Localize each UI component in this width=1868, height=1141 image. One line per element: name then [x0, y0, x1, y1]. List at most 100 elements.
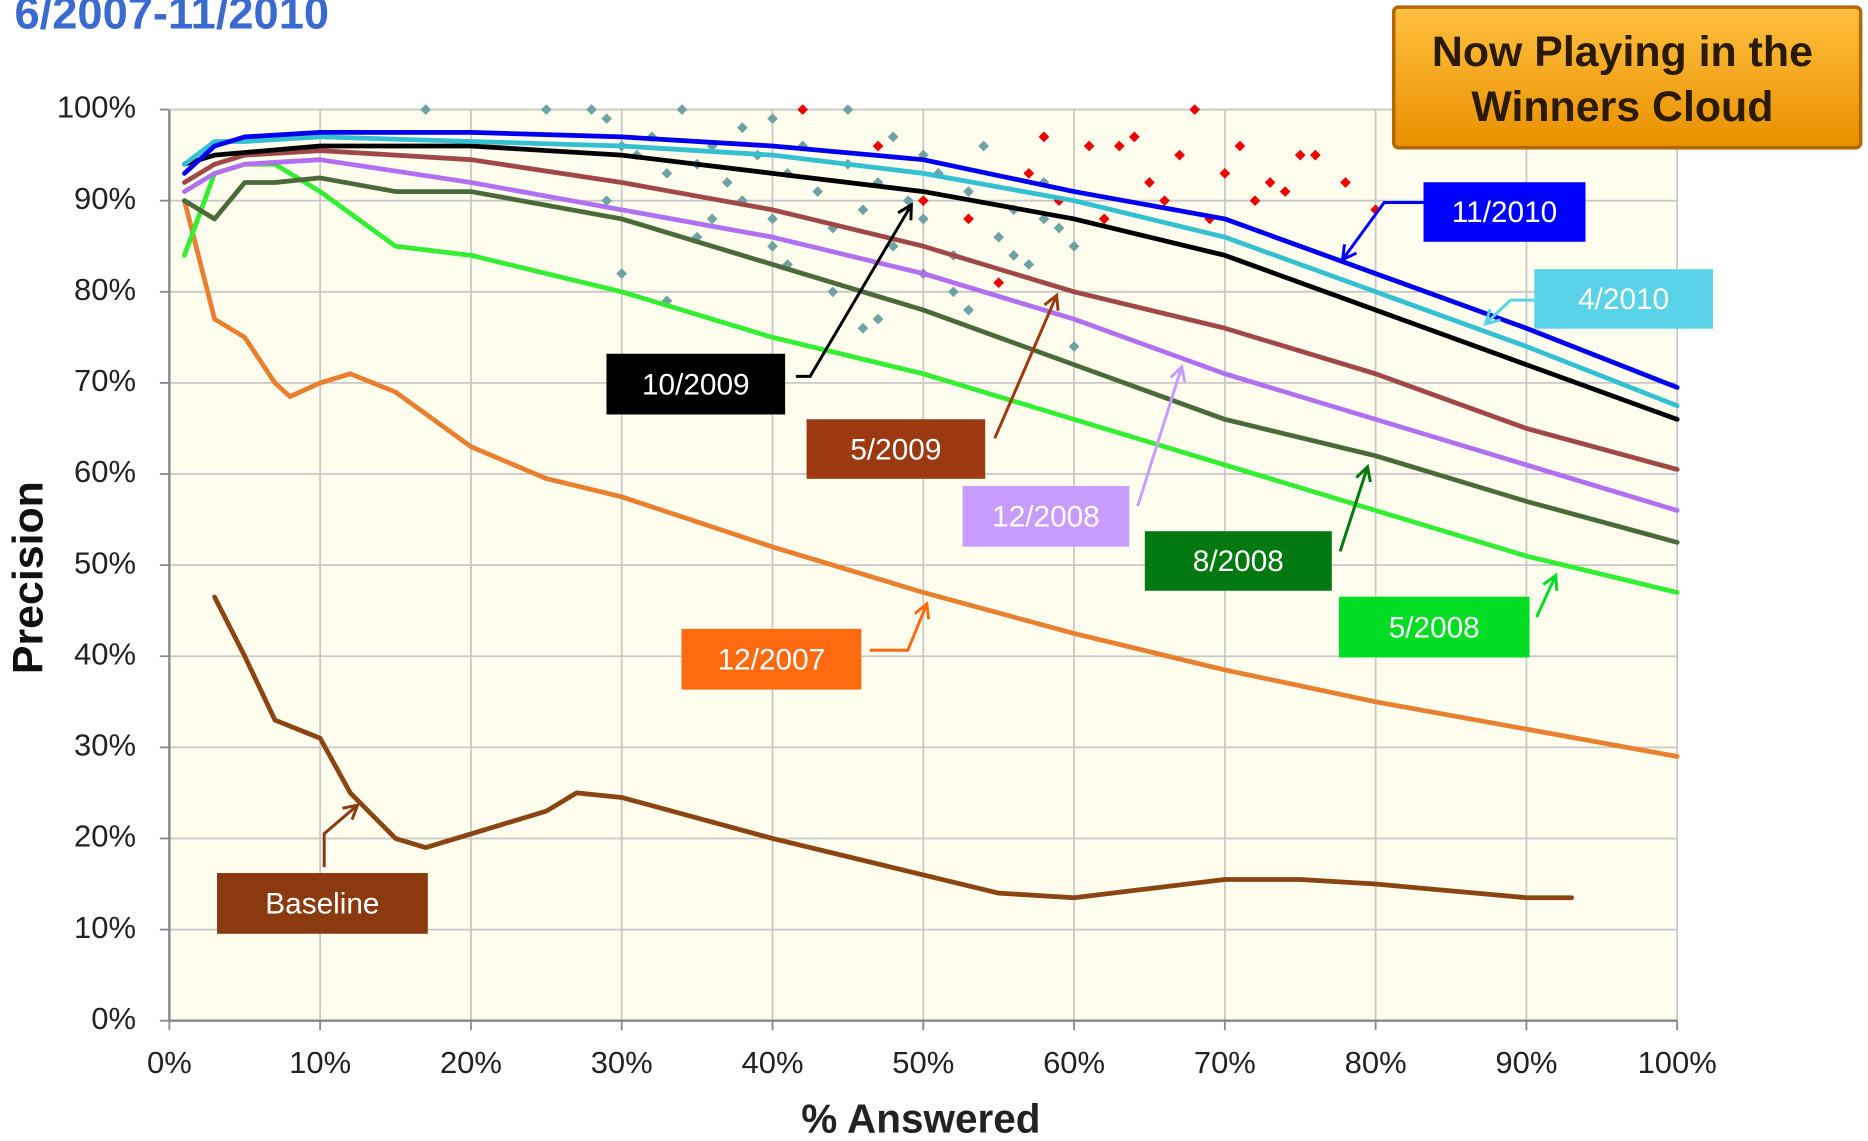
y-tick-label: 100% [57, 90, 136, 125]
series-line [182, 134, 1680, 409]
label-arrow-head [1542, 572, 1559, 591]
scatter-point [721, 177, 733, 188]
scatter-point [767, 240, 778, 252]
scatter-point [1144, 177, 1155, 188]
chart-title: 6/2007-11/2010 [15, 0, 330, 39]
badge-text: Winners Cloud [1471, 83, 1773, 131]
label-box [606, 353, 786, 415]
scatter-point [767, 113, 778, 125]
series-label: 12/2007 [718, 643, 826, 676]
label-arrow-head [1355, 463, 1372, 483]
badge-text: Now Playing in the [1432, 28, 1813, 76]
scatter-point [1340, 177, 1351, 188]
series-label: 5/2008 [1389, 611, 1480, 644]
label-arrow-head [1340, 244, 1358, 263]
x-tick-label: 70% [1194, 1045, 1256, 1080]
scatter-point [1234, 140, 1246, 152]
series-line [182, 148, 1680, 472]
y-tick-label: 20% [74, 819, 136, 854]
scatter-point [963, 213, 974, 225]
label-arrow-head [1043, 292, 1060, 311]
scatter-point [993, 277, 1005, 289]
badge: Now Playing in the Winners Cloud [1391, 5, 1863, 150]
scatter-point [601, 195, 612, 207]
scatter-point [1159, 195, 1170, 207]
scatter-point [978, 140, 989, 152]
scatter-point [1053, 222, 1065, 234]
scatter-point [706, 140, 718, 152]
scatter-point [1174, 149, 1185, 161]
scatter-point [963, 304, 974, 316]
series-label: 5/2009 [850, 433, 941, 466]
scatter-point [676, 104, 688, 115]
label-arrow-head [342, 803, 360, 821]
y-tick-label: 0% [91, 1001, 136, 1036]
x-tick-label: 30% [591, 1045, 653, 1080]
series-line [182, 198, 1680, 759]
y-axis-label: Precision [5, 481, 53, 674]
label-box [806, 419, 986, 479]
label-arrow [869, 603, 929, 652]
label-arrow [795, 204, 913, 378]
scatter-point [1264, 177, 1276, 188]
scatter-point [540, 104, 552, 115]
scatter-point [1038, 131, 1050, 143]
x-tick-label: 20% [440, 1045, 502, 1080]
x-tick-label: 60% [1043, 1045, 1105, 1080]
scatter-point [1008, 249, 1020, 261]
series-label: Baseline [265, 888, 379, 921]
scatter-point [993, 231, 1005, 243]
scatter-point [1023, 259, 1035, 270]
scatter-point [902, 195, 914, 207]
x-tick-label: 40% [742, 1045, 804, 1080]
scatter-point [420, 104, 432, 115]
scatter-point [842, 104, 854, 115]
scatter-point [857, 204, 869, 216]
scatter-point [857, 322, 869, 334]
scatter-point [586, 104, 597, 115]
label-box [962, 485, 1130, 547]
series-line [182, 143, 1680, 422]
scatter-point [706, 213, 718, 225]
label-arrow [1341, 200, 1424, 261]
x-tick-label: 100% [1638, 1045, 1717, 1080]
label-arrow-head [1169, 363, 1187, 383]
y-tick-label: 40% [74, 636, 136, 671]
y-tick-label: 50% [74, 545, 136, 580]
label-arrow [322, 804, 359, 868]
series-line [182, 157, 1680, 513]
labels: 0% 10% 20% 30% 40% 50% 60% 70% 80% 90% 100% 0% 10% 20… [57, 90, 1717, 1080]
marks [182, 104, 1680, 901]
scatter-point [887, 131, 899, 143]
x-tick-label: 0% [147, 1045, 192, 1080]
scatter-point [872, 140, 884, 152]
label-arrow [1484, 298, 1535, 326]
y-tick-label: 30% [74, 728, 136, 763]
scatter-point [1098, 213, 1110, 225]
y-tick-label: 10% [74, 910, 136, 945]
series-label: 4/2010 [1578, 283, 1669, 316]
scatter-point [1113, 140, 1125, 152]
scatter-point [827, 286, 839, 298]
scatter-point [601, 113, 612, 125]
x-tick-label: 80% [1345, 1045, 1407, 1080]
label-arrow [993, 294, 1059, 439]
label-arrow [1535, 574, 1558, 618]
scatter-point [1068, 240, 1080, 252]
label-box [1534, 269, 1713, 329]
series-label: 11/2010 [1452, 196, 1557, 229]
label-arrow [1338, 466, 1369, 552]
label-arrow-head [897, 202, 913, 221]
scatter-point [917, 213, 929, 225]
y-tick-label: 90% [74, 181, 136, 216]
scatter-point [736, 122, 748, 134]
series-label: 10/2009 [642, 368, 750, 401]
x-axis-label: % Answered [801, 1096, 1040, 1141]
scatter-point [1189, 104, 1201, 115]
y-tick-label: 80% [74, 272, 136, 307]
scatter-point [1249, 195, 1261, 207]
y-tick-label: 70% [74, 363, 136, 398]
scatter-point [767, 213, 778, 225]
